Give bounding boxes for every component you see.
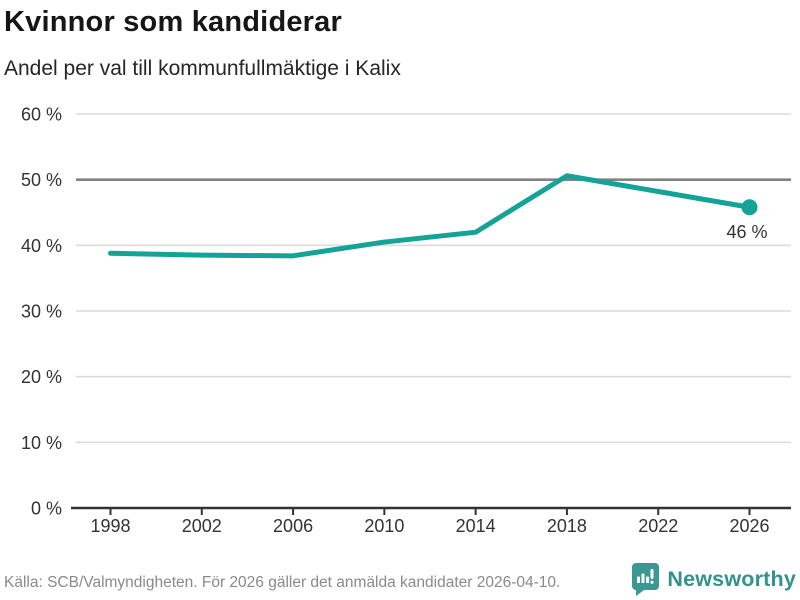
- y-tick-label: 30 %: [21, 302, 62, 322]
- x-tick-label: 2026: [729, 516, 769, 536]
- x-tick-label: 2010: [364, 516, 404, 536]
- y-tick-label: 10 %: [21, 433, 62, 453]
- y-tick-label: 60 %: [21, 105, 62, 125]
- chart-subtitle: Andel per val till kommunfullmäktige i K…: [4, 57, 401, 80]
- x-tick-label: 2022: [638, 516, 678, 536]
- x-tick-label: 2006: [273, 516, 313, 536]
- y-tick-label: 50 %: [21, 170, 62, 190]
- y-tick-label: 20 %: [21, 367, 62, 387]
- newsworthy-wordmark: Newsworthy: [667, 566, 796, 591]
- line-chart: 0 % 10 % 20 % 30 % 40 % 50 % 60 % 1998 2002 2006 2…: [0, 95, 800, 560]
- newsworthy-logo-icon: [632, 563, 660, 596]
- series-line: [108, 173, 752, 259]
- end-point-marker: [741, 199, 758, 216]
- x-tick-label: 2002: [182, 516, 222, 536]
- y-tick-label: 40 %: [21, 236, 62, 256]
- source-note: Källa: SCB/Valmyndigheten. För 2026 gäll…: [4, 574, 561, 591]
- chart-title: Kvinnor som kandiderar: [4, 6, 342, 38]
- y-tick-label: 0 %: [31, 499, 62, 519]
- chart-header: Kvinnor som kandiderar Andel per val til…: [4, 5, 796, 80]
- x-tick-label: 2014: [456, 516, 496, 536]
- line-chart-canvas: 0 % 10 % 20 % 30 % 40 % 50 % 60 % 1998 2002 2006 2…: [21, 105, 791, 536]
- x-tick-label: 1998: [90, 516, 130, 536]
- newsworthy-brand: Newsworthy: [630, 562, 796, 596]
- chart-footer: Källa: SCB/Valmyndigheten. För 2026 gäll…: [4, 560, 796, 598]
- end-point-label: 46 %: [726, 222, 767, 242]
- x-tick-label: 2018: [547, 516, 587, 536]
